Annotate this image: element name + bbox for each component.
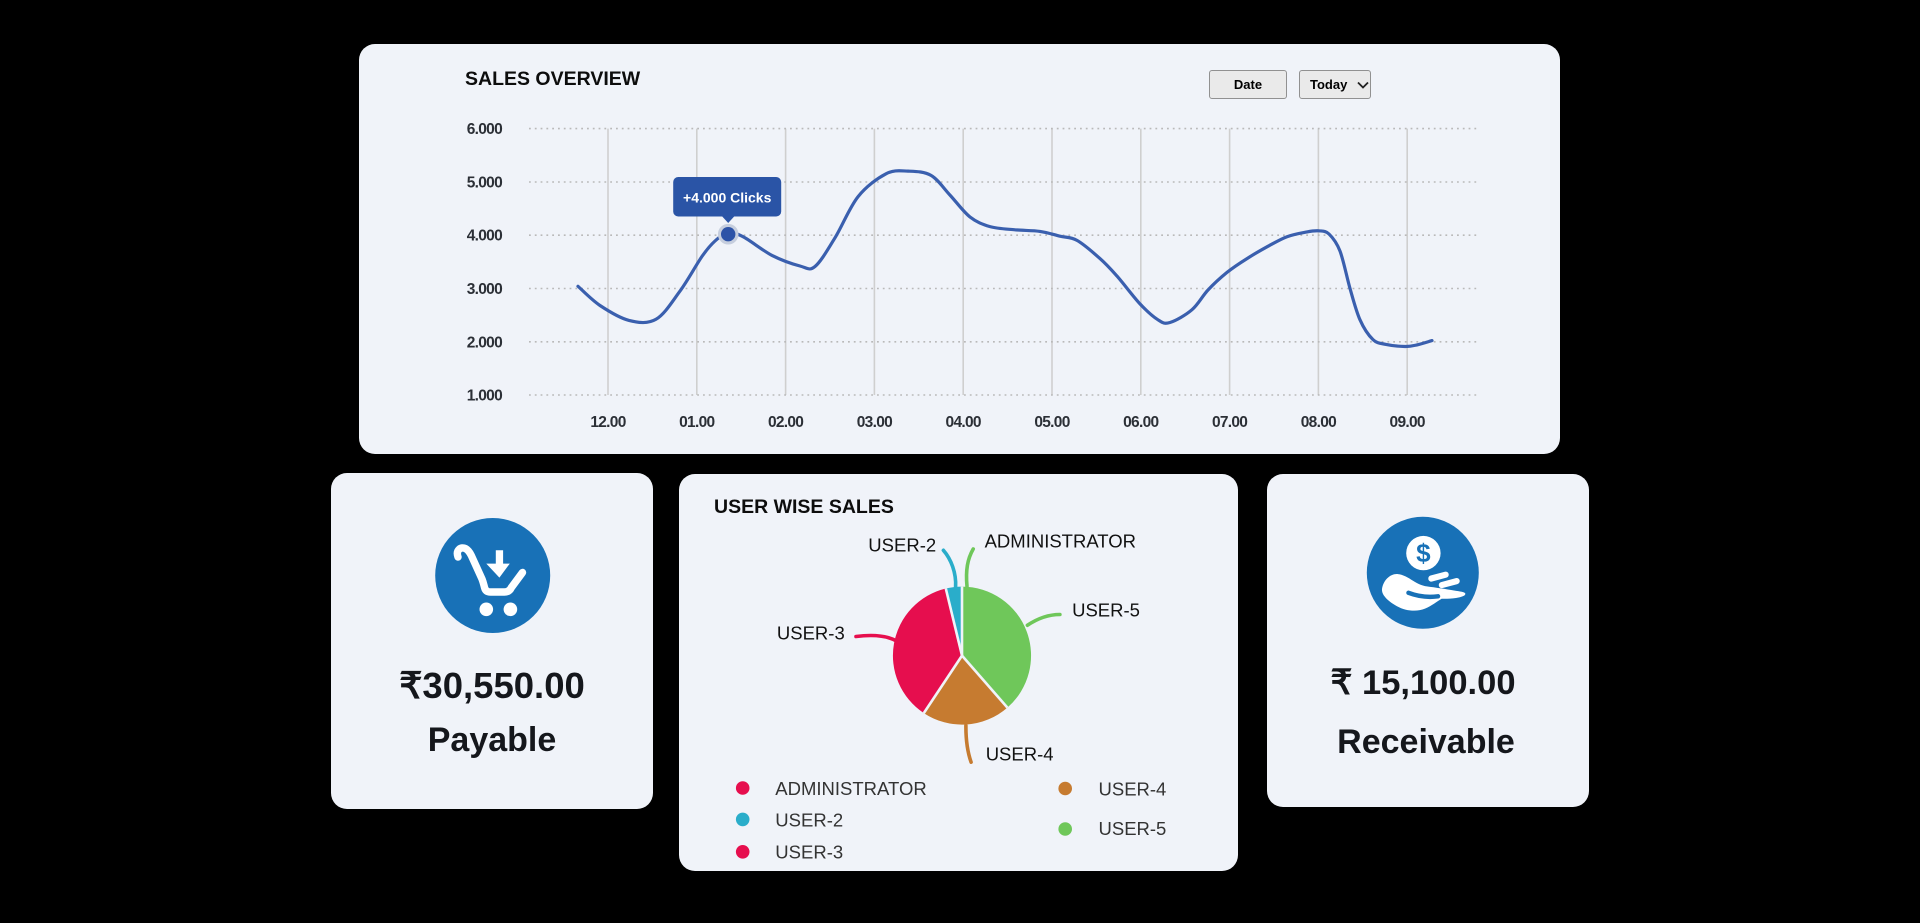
svg-text:+4.000 Clicks: +4.000 Clicks	[683, 190, 772, 206]
svg-text:05.00: 05.00	[1034, 414, 1069, 431]
svg-text:2.000: 2.000	[467, 334, 502, 351]
svg-text:08.00: 08.00	[1301, 414, 1336, 431]
svg-text:USER-4: USER-4	[986, 743, 1054, 764]
svg-text:02.00: 02.00	[768, 414, 803, 431]
svg-text:12.00: 12.00	[590, 414, 625, 431]
svg-text:USER-5: USER-5	[1072, 599, 1140, 620]
svg-text:USER-3: USER-3	[775, 842, 843, 863]
svg-text:USER-5: USER-5	[1099, 818, 1167, 839]
svg-text:USER-4: USER-4	[1099, 779, 1167, 800]
svg-text:6.000: 6.000	[467, 121, 502, 138]
svg-text:ADMINISTRATOR: ADMINISTRATOR	[775, 778, 926, 799]
svg-text:USER-3: USER-3	[777, 623, 845, 644]
svg-text:1.000: 1.000	[467, 388, 502, 405]
svg-text:04.00: 04.00	[946, 414, 981, 431]
svg-text:5.000: 5.000	[467, 175, 502, 192]
svg-text:USER-2: USER-2	[775, 810, 843, 831]
svg-text:$: $	[1416, 538, 1431, 568]
svg-text:03.00: 03.00	[857, 414, 892, 431]
svg-text:4.000: 4.000	[467, 228, 502, 245]
svg-text:06.00: 06.00	[1123, 414, 1158, 431]
svg-text:01.00: 01.00	[679, 414, 714, 431]
svg-text:07.00: 07.00	[1212, 414, 1247, 431]
svg-text:3.000: 3.000	[467, 281, 502, 298]
svg-text:ADMINISTRATOR: ADMINISTRATOR	[985, 531, 1136, 552]
svg-text:09.00: 09.00	[1390, 414, 1425, 431]
svg-text:USER-2: USER-2	[868, 534, 936, 555]
